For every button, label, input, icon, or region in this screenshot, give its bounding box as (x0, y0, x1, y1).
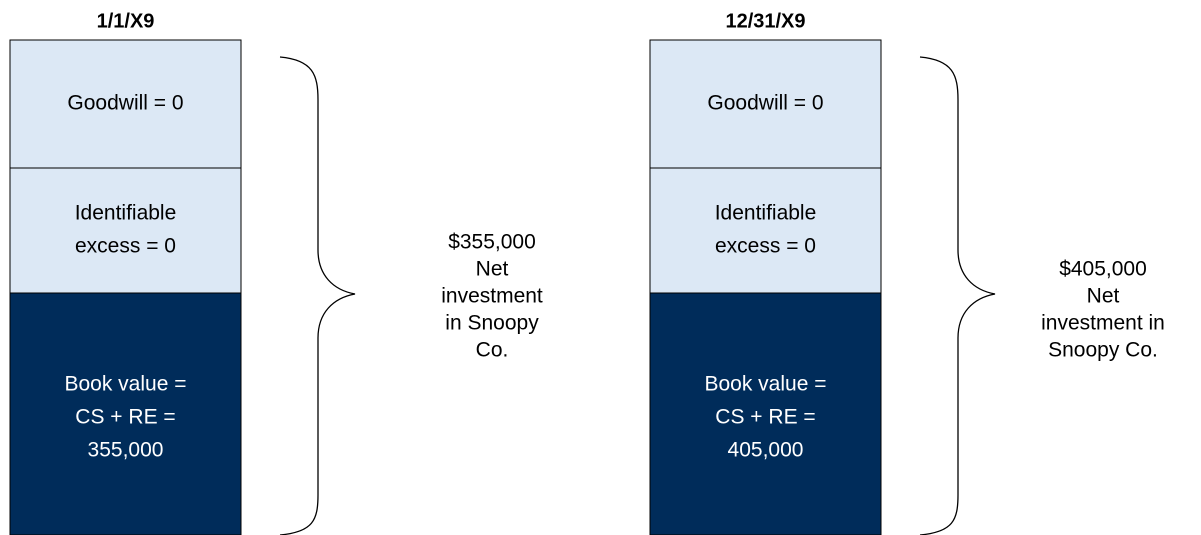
brace (279, 56, 356, 535)
box-text: Book value = (64, 373, 186, 396)
brace-label: investment (441, 285, 543, 308)
brace-label: Snoopy Co. (1048, 339, 1158, 362)
brace-label: in Snoopy (445, 312, 539, 335)
brace-label: Net (476, 258, 509, 281)
brace (919, 56, 996, 535)
box-text: excess = 0 (75, 235, 176, 258)
box (9, 292, 242, 535)
box (9, 167, 242, 294)
box-text: Book value = (704, 373, 826, 396)
box (9, 39, 242, 169)
box-text: CS + RE = (75, 406, 175, 429)
brace-label: $405,000 (1059, 258, 1147, 281)
box-text: Goodwill = 0 (67, 92, 183, 115)
brace-label: $355,000 (448, 231, 536, 254)
box-text: Identifiable (715, 202, 817, 225)
box-text: Goodwill = 0 (707, 92, 823, 115)
box (649, 292, 882, 535)
brace-label: investment in (1041, 312, 1165, 335)
column-header: 12/31/X9 (725, 10, 805, 32)
column-header: 1/1/X9 (97, 10, 155, 32)
box (649, 167, 882, 294)
brace-label: Net (1087, 285, 1120, 308)
box-text: 355,000 (88, 439, 164, 462)
brace-label: Co. (476, 339, 509, 362)
box-text: excess = 0 (715, 235, 816, 258)
box-text: Identifiable (75, 202, 177, 225)
box-text: CS + RE = (715, 406, 815, 429)
box-text: 405,000 (728, 439, 804, 462)
